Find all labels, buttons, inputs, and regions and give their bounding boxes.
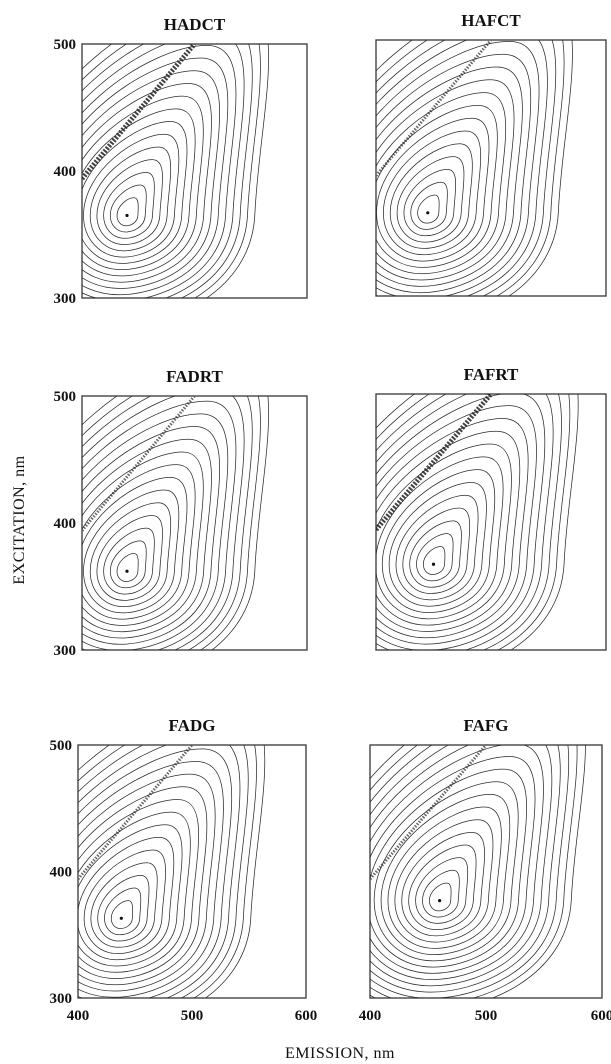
contour-line xyxy=(3,698,265,1028)
contour-line xyxy=(10,0,269,326)
panel-fadrt: FADRT 300 400 500 xyxy=(10,350,307,682)
contour-line xyxy=(322,16,556,312)
contour-line xyxy=(418,195,440,223)
contour-line xyxy=(77,477,187,619)
contour-lines xyxy=(319,681,586,1011)
contour-line xyxy=(423,546,445,574)
contour-line xyxy=(417,534,454,581)
contour-line xyxy=(329,29,548,306)
contour-line xyxy=(388,807,501,948)
y-tick-label: 300 xyxy=(50,991,73,1007)
contour-line xyxy=(319,681,586,1011)
contour-line xyxy=(422,870,459,917)
x-tick-label: 400 xyxy=(67,1008,90,1024)
y-axis-title: EXCITATION, nm xyxy=(11,455,28,584)
peak-marker xyxy=(125,570,128,573)
contour-line xyxy=(10,350,269,682)
contour-line xyxy=(326,693,577,1004)
contour-line xyxy=(71,825,183,966)
contour-lines xyxy=(3,698,265,1028)
contour-lines xyxy=(308,0,572,324)
y-tick-label: 400 xyxy=(54,516,77,532)
contour-line xyxy=(333,706,569,999)
y-tick-label: 300 xyxy=(54,291,77,307)
contour-line xyxy=(328,367,562,663)
y-tick-label: 500 xyxy=(54,389,77,405)
contour-line xyxy=(314,342,578,676)
contour-line xyxy=(340,718,561,992)
contour-line xyxy=(117,198,138,226)
panel-title: FADRT xyxy=(166,367,223,386)
contour-line xyxy=(110,185,146,232)
contour-lines xyxy=(10,350,269,682)
contour-line xyxy=(110,541,146,588)
contour-line xyxy=(382,470,494,613)
scatter-band xyxy=(376,394,491,530)
plot-frame xyxy=(82,44,307,298)
contour-line xyxy=(321,354,570,669)
panel-title: FADG xyxy=(169,716,216,735)
peak-marker xyxy=(120,917,123,920)
contour-line xyxy=(77,122,187,264)
peak-marker xyxy=(426,211,429,214)
contour-line xyxy=(9,711,256,1022)
x-tick-label: 600 xyxy=(295,1008,318,1024)
contour-lines xyxy=(314,342,578,676)
plot-frame xyxy=(376,394,606,650)
x-tick-label: 500 xyxy=(181,1008,204,1024)
contour-line xyxy=(315,3,564,318)
panel-title: FAFRT xyxy=(464,365,519,384)
panels-layer: HADCT300400500HAFCTFADRT300400500FAFRTFA… xyxy=(3,0,611,1029)
contour-line xyxy=(335,41,539,299)
scatter-band xyxy=(370,745,486,879)
y-tick-label: 500 xyxy=(54,37,77,53)
plot-frame xyxy=(78,745,306,998)
contour-lines xyxy=(10,0,269,326)
peak-marker xyxy=(125,214,128,217)
panel-title: FAFG xyxy=(463,716,508,735)
y-tick-label: 300 xyxy=(54,643,77,659)
panel-fafg: FAFG 400 500 600 xyxy=(319,681,611,1024)
y-tick-label: 400 xyxy=(54,164,77,180)
panel-hadct: HADCT 300 400 500 xyxy=(10,0,307,326)
panel-fafrt: FAFRT xyxy=(314,342,606,676)
panel-title: HAFCT xyxy=(461,11,521,30)
contour-line xyxy=(429,883,451,911)
panel-title: HADCT xyxy=(164,15,226,34)
x-tick-label: 600 xyxy=(591,1008,611,1024)
x-tick-label: 500 xyxy=(475,1008,498,1024)
contour-line xyxy=(111,901,132,929)
contour-line xyxy=(117,554,138,582)
scatter-band xyxy=(376,40,491,176)
y-tick-label: 400 xyxy=(50,865,73,881)
contour-line xyxy=(377,118,489,261)
peak-marker xyxy=(438,899,441,902)
x-axis-title: EMISSION, nm xyxy=(285,1045,395,1062)
x-tick-label: 400 xyxy=(359,1008,382,1024)
peak-marker xyxy=(432,563,435,566)
contour-line xyxy=(342,54,530,292)
y-tick-label: 500 xyxy=(50,738,73,754)
contour-line xyxy=(341,393,545,651)
contour-line xyxy=(104,888,140,935)
contour-line xyxy=(334,380,553,657)
contour-line xyxy=(411,182,448,229)
panel-hafct: HAFCT xyxy=(308,0,606,324)
